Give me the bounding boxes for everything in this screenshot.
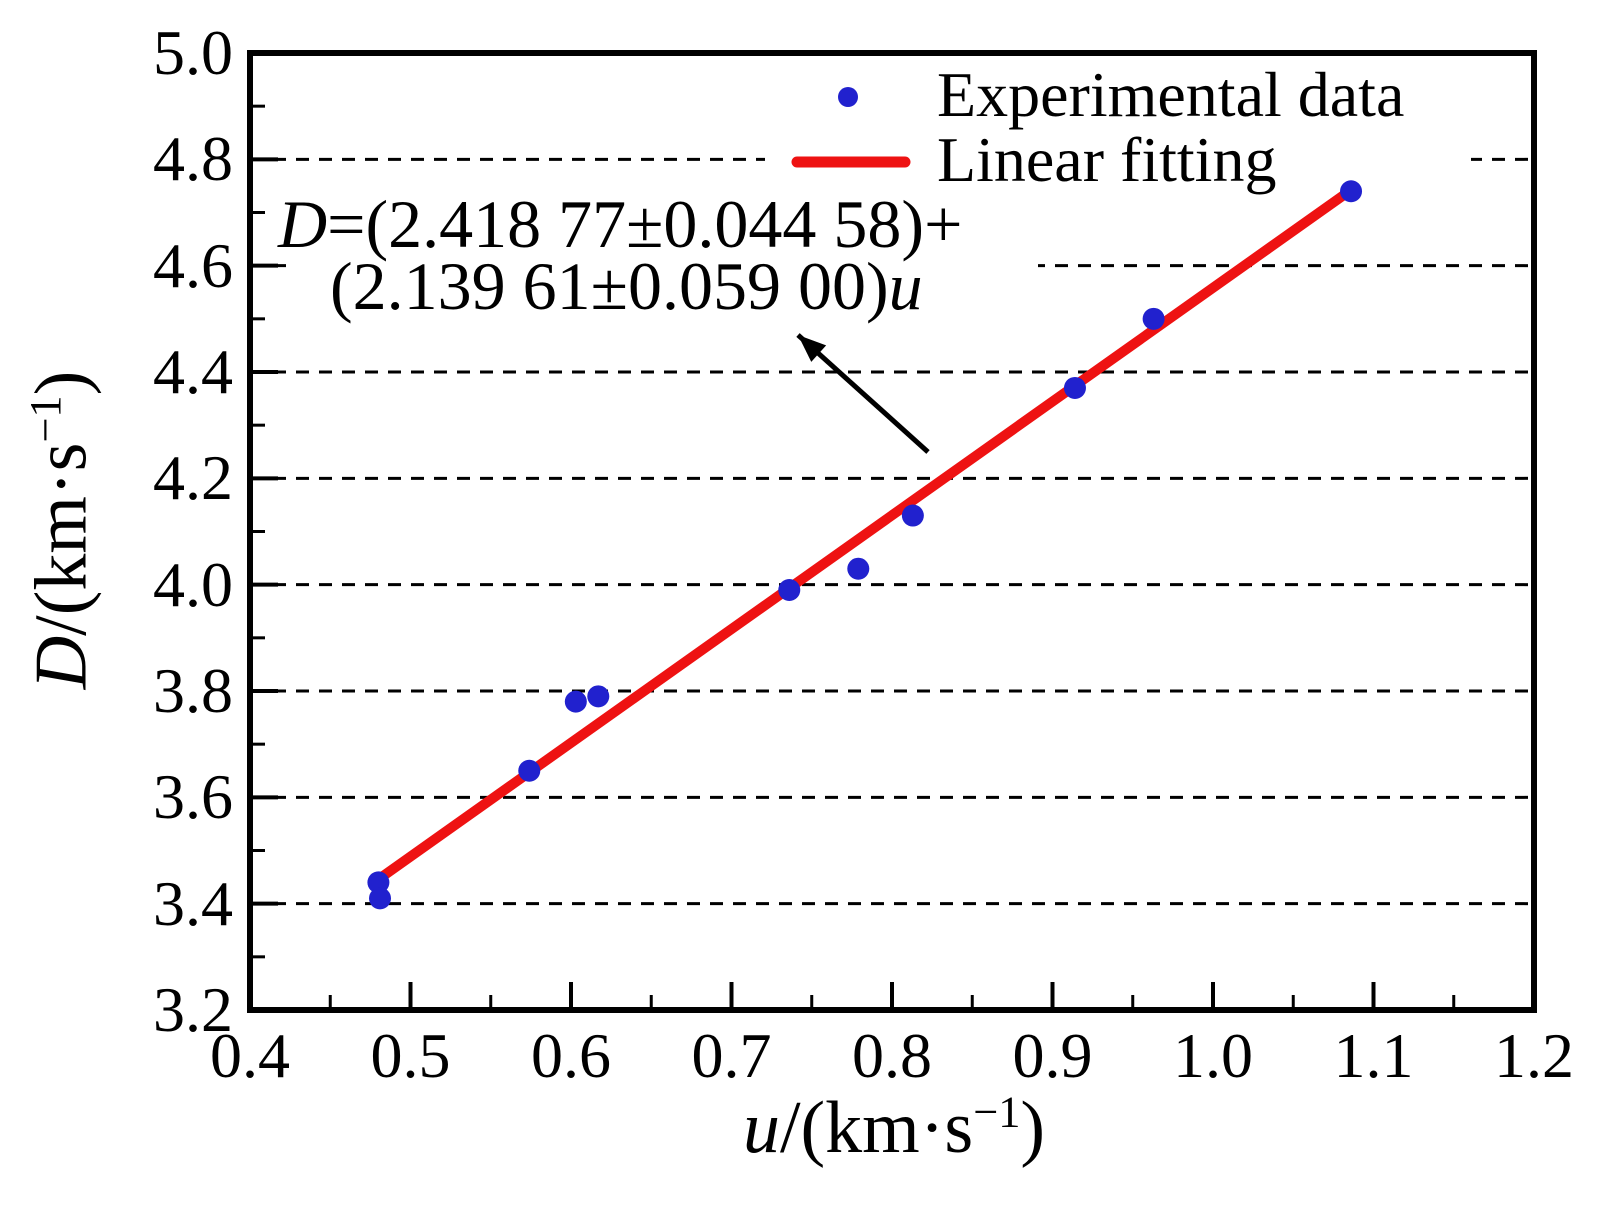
fit-equation-slope: (2.139 61±0.059 00): [330, 248, 889, 324]
data-point: [1340, 180, 1363, 203]
y-tick-label: 3.2: [153, 974, 233, 1045]
y-tick-label: 3.6: [153, 761, 233, 833]
legend-label-linear-fitting: Linear fitting: [937, 124, 1277, 195]
y-axis-title: D/(km·s−1): [20, 371, 105, 690]
fit-equation-line1: D=(2.418 77±0.044 58)+: [278, 190, 962, 258]
x-tick-label: 1.1: [1333, 1020, 1414, 1091]
fit-equation-line2: (2.139 61±0.059 00)u: [330, 252, 923, 320]
annotation-arrow-shaft: [796, 333, 930, 454]
x-tick-label: 0.9: [1012, 1020, 1093, 1091]
x-tick-label: 0.6: [531, 1020, 611, 1091]
x-tick-label: 0.4: [210, 1020, 290, 1091]
data-point: [369, 887, 392, 910]
annotation-background: [286, 185, 1038, 323]
x-tick-label: 0.7: [691, 1020, 772, 1091]
y-tick-label: 4.6: [153, 229, 233, 301]
data-point: [778, 578, 801, 601]
data-point: [901, 504, 924, 527]
x-axis-title: u/(km·s−1): [743, 1086, 1045, 1171]
y-axis-unit-exponent: −1: [19, 395, 70, 443]
data-point: [564, 690, 587, 713]
x-tick-label: 1.2: [1494, 1020, 1574, 1091]
x-axis-unit-close: ): [1020, 1087, 1046, 1169]
y-tick-label: 3.8: [153, 655, 233, 726]
data-point: [367, 871, 390, 894]
fit-equation-intercept: =(2.418 77±0.044 58)+: [327, 186, 963, 262]
data-point: [587, 685, 610, 708]
x-axis-variable: u: [742, 1087, 780, 1169]
annotation-arrowhead: [798, 335, 827, 362]
data-point: [1063, 376, 1086, 399]
fit-equation-variable-u: u: [888, 248, 923, 324]
y-tick-label: 4.2: [153, 442, 233, 514]
y-tick-label: 4.4: [153, 336, 233, 407]
x-tick-label: 0.8: [852, 1020, 932, 1091]
y-tick-label: 3.4: [153, 867, 233, 939]
y-tick-label: 4.8: [153, 123, 233, 195]
data-point: [847, 557, 870, 580]
fit-equation-variable-d: D: [278, 186, 328, 262]
y-tick-label: 5.0: [153, 17, 233, 88]
x-axis-unit-exponent: −1: [973, 1086, 1021, 1137]
x-tick-label: 0.5: [370, 1020, 451, 1091]
x-tick-label: 1.0: [1173, 1020, 1253, 1091]
data-point: [518, 759, 541, 782]
x-axis-unit: /(km·s: [779, 1087, 974, 1169]
legend-dot-icon: [838, 87, 858, 107]
data-point: [1142, 307, 1165, 330]
legend-label-experimental-data: Experimental data: [937, 59, 1405, 130]
y-tick-label: 4.0: [153, 548, 233, 620]
fit-line: [371, 184, 1357, 886]
legend-background: [765, 60, 1471, 202]
